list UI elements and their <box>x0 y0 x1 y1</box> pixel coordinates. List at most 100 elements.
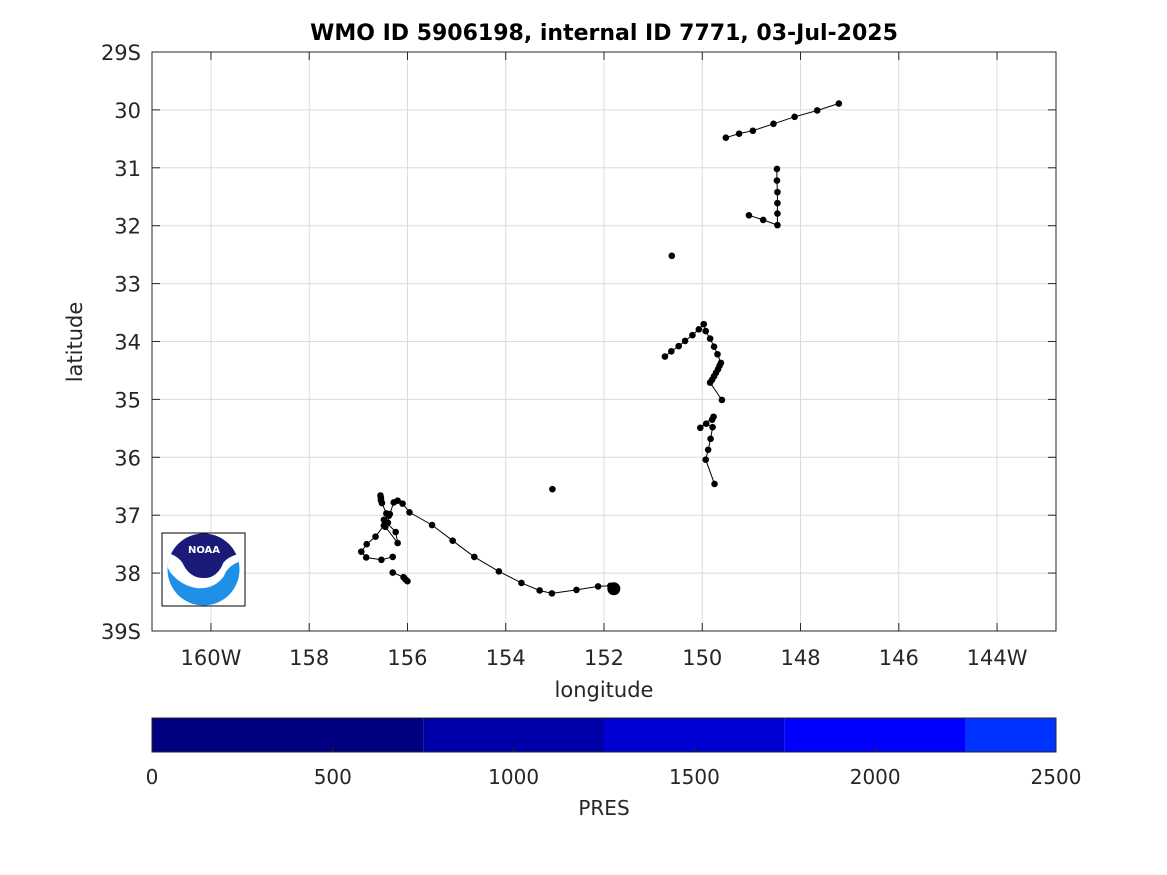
float-position-point <box>536 587 543 594</box>
x-axis: 160W 158 156 154 152 150 148 146 144W <box>181 52 1028 670</box>
x-tick-label: 156 <box>387 646 427 670</box>
float-position-point <box>774 199 781 207</box>
x-tick-label: 154 <box>486 646 526 670</box>
float-position-point <box>718 396 726 404</box>
float-position-point <box>681 337 689 345</box>
float-position-point <box>773 177 781 184</box>
float-position-point <box>399 500 406 507</box>
float-position-point <box>704 446 712 454</box>
y-tick-label: 34 <box>114 331 141 355</box>
float-position-point <box>661 353 669 360</box>
float-position-point <box>813 107 821 114</box>
float-position-point <box>835 100 843 107</box>
y-tick-label: 36 <box>114 446 141 470</box>
colorbar-tick-label: 2000 <box>850 765 901 789</box>
float-position-point <box>711 480 718 488</box>
y-axis: 29S 30 31 32 33 34 35 36 37 38 39S <box>101 41 1056 644</box>
float-position-point <box>392 528 399 536</box>
y-tick-label: 38 <box>114 562 141 586</box>
colorbar-label: PRES <box>578 796 629 820</box>
float-position-point <box>406 509 413 516</box>
y-tick-label: 39S <box>101 620 141 644</box>
float-position-point <box>702 420 710 428</box>
trajectory-points <box>357 100 843 597</box>
float-position-point <box>548 590 556 597</box>
float-position-point <box>594 583 602 590</box>
float-position-point <box>735 130 743 137</box>
float-position-point <box>791 113 798 121</box>
float-position-point <box>573 586 580 594</box>
float-position-point <box>700 320 708 328</box>
float-position-point <box>428 521 436 529</box>
float-position-point <box>357 548 365 555</box>
y-tick-label: 33 <box>114 273 141 297</box>
colorbar-frame <box>151 717 1057 753</box>
float-position-point <box>695 326 703 333</box>
noaa-logo-text: NOAA <box>188 545 220 556</box>
float-position-point <box>668 252 676 260</box>
float-position-point <box>449 537 456 544</box>
float-position-point <box>774 210 781 217</box>
colorbar <box>152 718 1056 752</box>
float-position-point <box>710 343 718 351</box>
float-position-point <box>675 342 682 350</box>
colorbar-tick-label: 2500 <box>1031 765 1082 789</box>
float-position-point <box>696 424 704 432</box>
float-position-point <box>707 435 714 443</box>
y-tick-label: 31 <box>114 157 141 181</box>
float-position-point <box>706 379 714 386</box>
float-position-point <box>389 569 397 576</box>
x-tick-label: 150 <box>682 646 722 670</box>
float-position-point <box>668 348 675 355</box>
colorbar-tick-label: 1500 <box>669 765 720 789</box>
float-position-point <box>394 497 401 505</box>
colorbar-band <box>784 718 966 752</box>
y-tick-label: 35 <box>114 388 141 412</box>
float-position-point <box>749 127 757 135</box>
y-tick-label: 32 <box>114 215 141 239</box>
colorbar-band <box>604 718 785 752</box>
float-position-point <box>702 327 709 335</box>
y-tick-label: 37 <box>114 504 141 528</box>
y-tick-label: 29S <box>101 41 141 65</box>
float-position-point <box>706 335 714 342</box>
float-position-point <box>404 577 411 585</box>
float-position-point <box>362 554 370 561</box>
float-position-point <box>378 556 385 564</box>
x-tick-label: 158 <box>289 646 329 670</box>
float-position-point <box>378 499 386 507</box>
float-position-point <box>773 165 781 173</box>
float-position-point <box>689 331 696 339</box>
colorbar-tick-label: 0 <box>146 765 159 789</box>
float-position-point <box>495 568 503 575</box>
float-position-point <box>774 188 781 196</box>
float-position-point <box>745 211 753 219</box>
y-axis-label: latitude <box>63 302 87 383</box>
float-position-point <box>470 553 478 561</box>
colorbar-band <box>423 718 604 752</box>
float-position-point <box>549 485 556 493</box>
float-position-point <box>708 416 716 423</box>
float-position-point <box>363 540 371 548</box>
float-position-point <box>394 539 401 547</box>
float-position-point <box>518 579 525 587</box>
x-tick-label: 144W <box>967 646 1028 670</box>
float-position-point <box>774 221 781 229</box>
float-position-point <box>722 134 730 141</box>
x-tick-label: 148 <box>780 646 820 670</box>
x-tick-label: 160W <box>181 646 242 670</box>
float-position-point <box>709 423 716 431</box>
y-tick-label: 30 <box>114 99 141 123</box>
last-position-marker <box>607 582 621 596</box>
colorbar-band <box>152 718 424 752</box>
float-position-point <box>702 456 709 463</box>
chart-title: WMO ID 5906198, internal ID 7771, 03-Jul… <box>310 21 898 46</box>
colorbar-ticks: 0 500 1000 1500 2000 2500 <box>146 747 1082 789</box>
colorbar-band <box>965 718 1056 752</box>
colorbar-tick-label: 1000 <box>488 765 539 789</box>
float-position-point <box>759 216 767 224</box>
float-position-point <box>389 553 397 561</box>
noaa-logo: NOAA <box>161 532 246 607</box>
x-axis-label: longitude <box>555 678 654 702</box>
